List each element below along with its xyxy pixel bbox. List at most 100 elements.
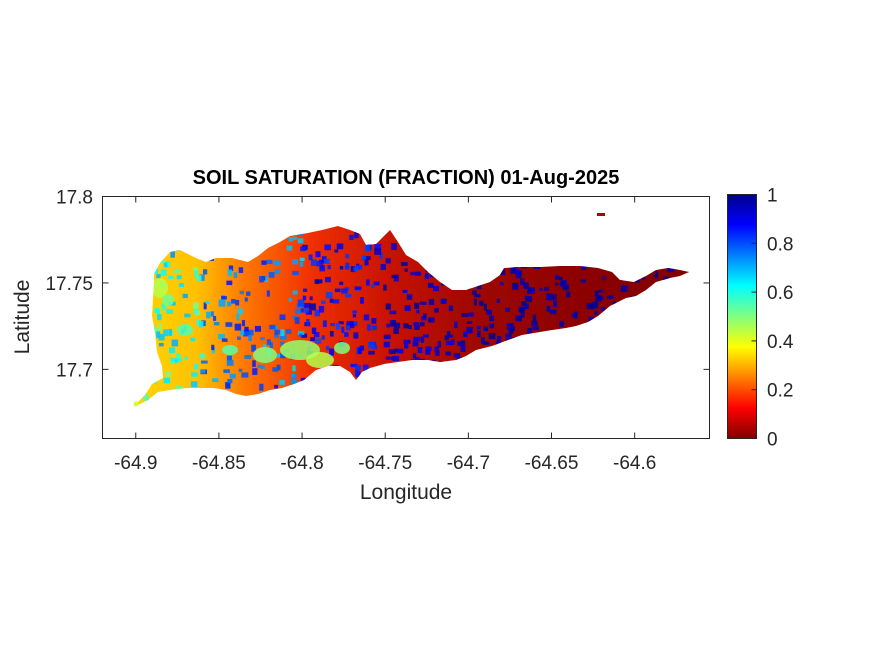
raster-speckle (192, 236, 199, 242)
raster-speckle (393, 328, 399, 334)
raster-speckle (620, 285, 628, 292)
raster-speckle (238, 368, 243, 372)
raster-speckle (391, 243, 397, 251)
raster-speckle (212, 392, 220, 400)
raster-speckle (321, 335, 325, 340)
raster-speckle (211, 344, 215, 351)
raster-speckle (524, 350, 531, 355)
raster-speckle (506, 323, 514, 330)
raster-speckle (315, 251, 321, 258)
raster-speckle (203, 302, 207, 310)
raster-speckle (585, 327, 590, 334)
raster-speckle (313, 332, 320, 338)
raster-speckle (285, 329, 292, 335)
raster-speckle (628, 263, 632, 267)
raster-speckle (602, 342, 607, 348)
raster-speckle (332, 364, 339, 370)
raster-speckle (420, 336, 425, 343)
y-tick-label: 17.7 (56, 360, 93, 381)
colorbar-tick-label: 0.8 (767, 234, 793, 255)
raster-speckle (252, 368, 258, 375)
raster-speckle (649, 398, 654, 404)
raster-speckle (294, 317, 300, 324)
raster-speckle (353, 266, 358, 272)
raster-speckle (252, 394, 258, 400)
raster-speckle (216, 236, 220, 242)
raster-speckle (679, 324, 683, 330)
raster-speckle (612, 346, 618, 353)
raster-speckle (150, 324, 155, 329)
raster-speckle (233, 272, 238, 279)
raster-speckle (483, 303, 487, 311)
raster-speckle (390, 356, 394, 360)
raster-speckle (514, 268, 520, 274)
raster-speckle (657, 240, 661, 245)
raster-speckle (457, 341, 461, 346)
raster-speckle (616, 254, 621, 258)
raster-speckle (512, 282, 519, 290)
raster-speckle (437, 341, 441, 348)
raster-speckle (168, 275, 174, 280)
raster-speckle (364, 244, 371, 252)
raster-speckle (327, 265, 331, 270)
raster-speckle (468, 369, 473, 375)
raster-speckle (508, 365, 516, 371)
raster-speckle (299, 257, 305, 261)
raster-speckle (536, 362, 541, 370)
raster-speckle (285, 399, 293, 406)
raster-speckle (322, 320, 327, 328)
raster-speckle (614, 268, 620, 275)
raster-speckle (379, 252, 383, 259)
raster-speckle (199, 353, 206, 359)
raster-speckle (661, 346, 667, 351)
raster-speckle (531, 321, 538, 327)
raster-speckle (632, 364, 637, 368)
raster-speckle (451, 339, 455, 345)
raster-speckle (644, 231, 649, 238)
raster-speckle (389, 320, 397, 327)
raster-speckle (586, 302, 593, 310)
raster-speckle (511, 369, 515, 375)
raster-speckle (476, 378, 480, 386)
raster-speckle (319, 265, 326, 272)
raster-speckle (505, 261, 512, 267)
raster-speckle (252, 360, 256, 367)
raster-speckle (518, 270, 523, 275)
raster-speckle (345, 253, 350, 259)
raster-speckle (354, 232, 359, 239)
raster-speckle (503, 243, 511, 247)
raster-speckle (521, 383, 526, 391)
raster-speckle (350, 323, 355, 329)
raster-speckle (292, 290, 298, 295)
raster-speckle (311, 327, 317, 334)
raster-speckle (549, 309, 557, 315)
raster-speckle (486, 309, 493, 315)
raster-speckle (576, 396, 581, 403)
raster-speckle (352, 310, 357, 314)
raster-speckle (336, 243, 344, 250)
raster-speckle (476, 378, 483, 383)
raster-speckle (476, 359, 481, 365)
raster-speckle (403, 339, 411, 344)
raster-speckle (616, 369, 623, 377)
raster-speckle (349, 234, 354, 241)
raster-speckle (425, 346, 432, 351)
raster-speckle (302, 295, 307, 301)
raster-speckle (554, 248, 559, 256)
raster-speckle (612, 373, 617, 379)
raster-speckle (682, 388, 687, 394)
raster-speckle (155, 372, 160, 379)
raster-speckle (546, 306, 550, 312)
raster-speckle (142, 231, 146, 235)
raster-speckle (334, 249, 339, 253)
raster-speckle (629, 314, 634, 321)
raster-speckle (226, 359, 234, 366)
raster-speckle (221, 296, 227, 300)
raster-speckle (160, 253, 164, 257)
raster-speckle (426, 240, 430, 246)
raster-speckle (568, 389, 573, 395)
raster-speckle (454, 321, 458, 329)
raster-speckle (632, 267, 639, 272)
raster-speckle (237, 308, 244, 315)
